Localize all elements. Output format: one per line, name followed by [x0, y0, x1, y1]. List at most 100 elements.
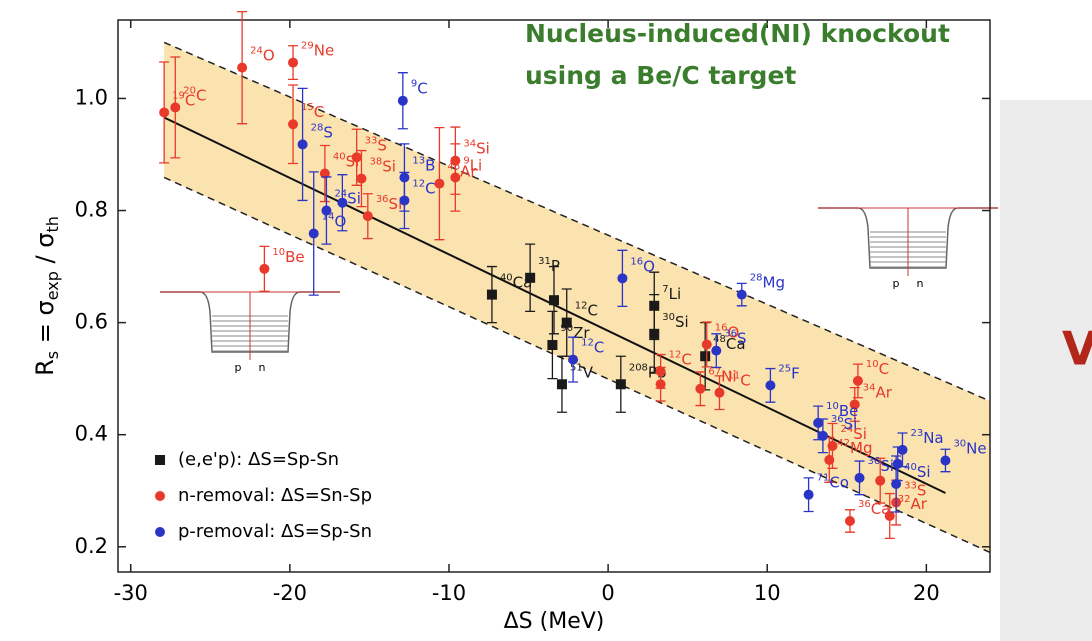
point-label: 36Si	[376, 194, 402, 213]
point-label: 19C	[172, 90, 195, 109]
point-label: 30Ne	[953, 438, 986, 457]
point-label: 71Co	[817, 473, 849, 492]
point-label: 36S	[724, 329, 746, 348]
y-axis-label-part: s	[43, 351, 62, 359]
point	[568, 354, 579, 365]
point-label: 29Ne	[301, 41, 334, 60]
plot-area: p np n-30 -20 -10 0 10 200.20.40.60.81.0ΔS (MeV…	[31, 10, 998, 634]
point-label: 14O	[322, 212, 347, 231]
point	[319, 168, 330, 179]
point-label: 12C	[581, 338, 604, 357]
point-label: 40Si	[904, 462, 930, 481]
point-label: 28Mg	[750, 273, 785, 292]
legend-marker	[155, 455, 165, 465]
point-label: 7Li	[662, 284, 681, 303]
point-label: 42Mg	[837, 438, 872, 457]
point	[288, 119, 299, 130]
point-label: 9C	[411, 79, 428, 98]
point	[170, 102, 181, 113]
point	[714, 387, 725, 398]
point	[844, 516, 855, 527]
point	[556, 379, 567, 390]
x-tick-label: -30	[114, 581, 148, 605]
x-axis-label: ΔS (MeV)	[504, 609, 605, 634]
point-label: 33S	[904, 481, 926, 500]
y-tick-label: 0.4	[75, 422, 108, 446]
title-line: using a Be/C target	[525, 61, 796, 90]
point	[486, 289, 497, 300]
legend-marker	[155, 491, 165, 501]
point	[362, 211, 373, 222]
point-label: 28S	[311, 122, 333, 141]
point	[897, 444, 908, 455]
point	[701, 339, 712, 350]
point	[803, 489, 814, 500]
legend-label: n-removal: ΔS=Sn-Sp	[178, 485, 372, 506]
y-axis-label-part: = σ	[31, 300, 59, 351]
point-label: 33S	[365, 135, 387, 154]
point-label: 13B	[412, 155, 435, 174]
x-tick-label: 20	[913, 581, 940, 605]
point-label: 34Si	[463, 139, 489, 158]
point-label: 12C	[669, 349, 692, 368]
point	[940, 455, 951, 466]
x-tick-label: 10	[754, 581, 781, 605]
point	[337, 197, 348, 208]
y-tick-label: 0.8	[75, 198, 108, 222]
point	[399, 195, 410, 206]
band	[164, 42, 990, 553]
point	[351, 152, 362, 163]
y-axis-label: Rs = σexp / σth	[31, 216, 62, 376]
point-label: 12C	[575, 301, 598, 320]
point-label: 24O	[250, 46, 275, 65]
point	[813, 417, 824, 428]
point-label: 34Ar	[863, 382, 893, 401]
point-label: 38Si	[369, 157, 395, 176]
point-label: 31P	[538, 256, 560, 275]
point	[561, 317, 572, 328]
point	[884, 510, 895, 521]
legend-label: p-removal: ΔS=Sp-Sn	[178, 521, 372, 542]
point	[827, 440, 838, 451]
point-label: 16O	[630, 256, 655, 275]
point-label: 16O	[715, 322, 740, 341]
point-label: 51V	[570, 362, 594, 381]
y-tick-label: 1.0	[75, 85, 108, 109]
y-axis-label-part: R	[31, 359, 59, 376]
y-tick-label: 0.2	[75, 534, 108, 558]
point	[397, 95, 408, 106]
point-label: 10Be	[826, 401, 858, 420]
point-label: 24Si	[334, 189, 360, 208]
band-edge	[163, 41, 991, 402]
y-axis-label-part: / σ	[31, 233, 59, 272]
point	[655, 379, 666, 390]
point	[159, 107, 170, 118]
point	[711, 345, 722, 356]
point-label: 15C	[301, 102, 324, 121]
point	[849, 399, 860, 410]
point-label: 20C	[183, 85, 206, 104]
point	[321, 205, 332, 216]
point	[356, 173, 367, 184]
point	[288, 57, 299, 68]
point-label: 36Ca	[858, 499, 890, 518]
fit-line	[163, 116, 946, 494]
plot-frame	[117, 19, 991, 573]
inset-label: p	[893, 277, 900, 290]
point-label: 10C	[866, 359, 889, 378]
point	[237, 62, 248, 73]
point-label: 24Si	[840, 424, 866, 443]
point	[852, 375, 863, 386]
point	[259, 263, 270, 274]
point-label: 32Ar	[898, 494, 928, 512]
legend-label: (e,e'p): ΔS=Sp-Sn	[178, 449, 339, 470]
title-line: Nucleus-induced(NI) knockout	[525, 19, 950, 48]
point	[824, 454, 835, 465]
point-label: 67Ni	[708, 367, 736, 386]
point	[549, 295, 559, 306]
inset-label: n	[259, 361, 266, 374]
side-text: V	[1062, 322, 1092, 376]
point	[817, 430, 828, 441]
